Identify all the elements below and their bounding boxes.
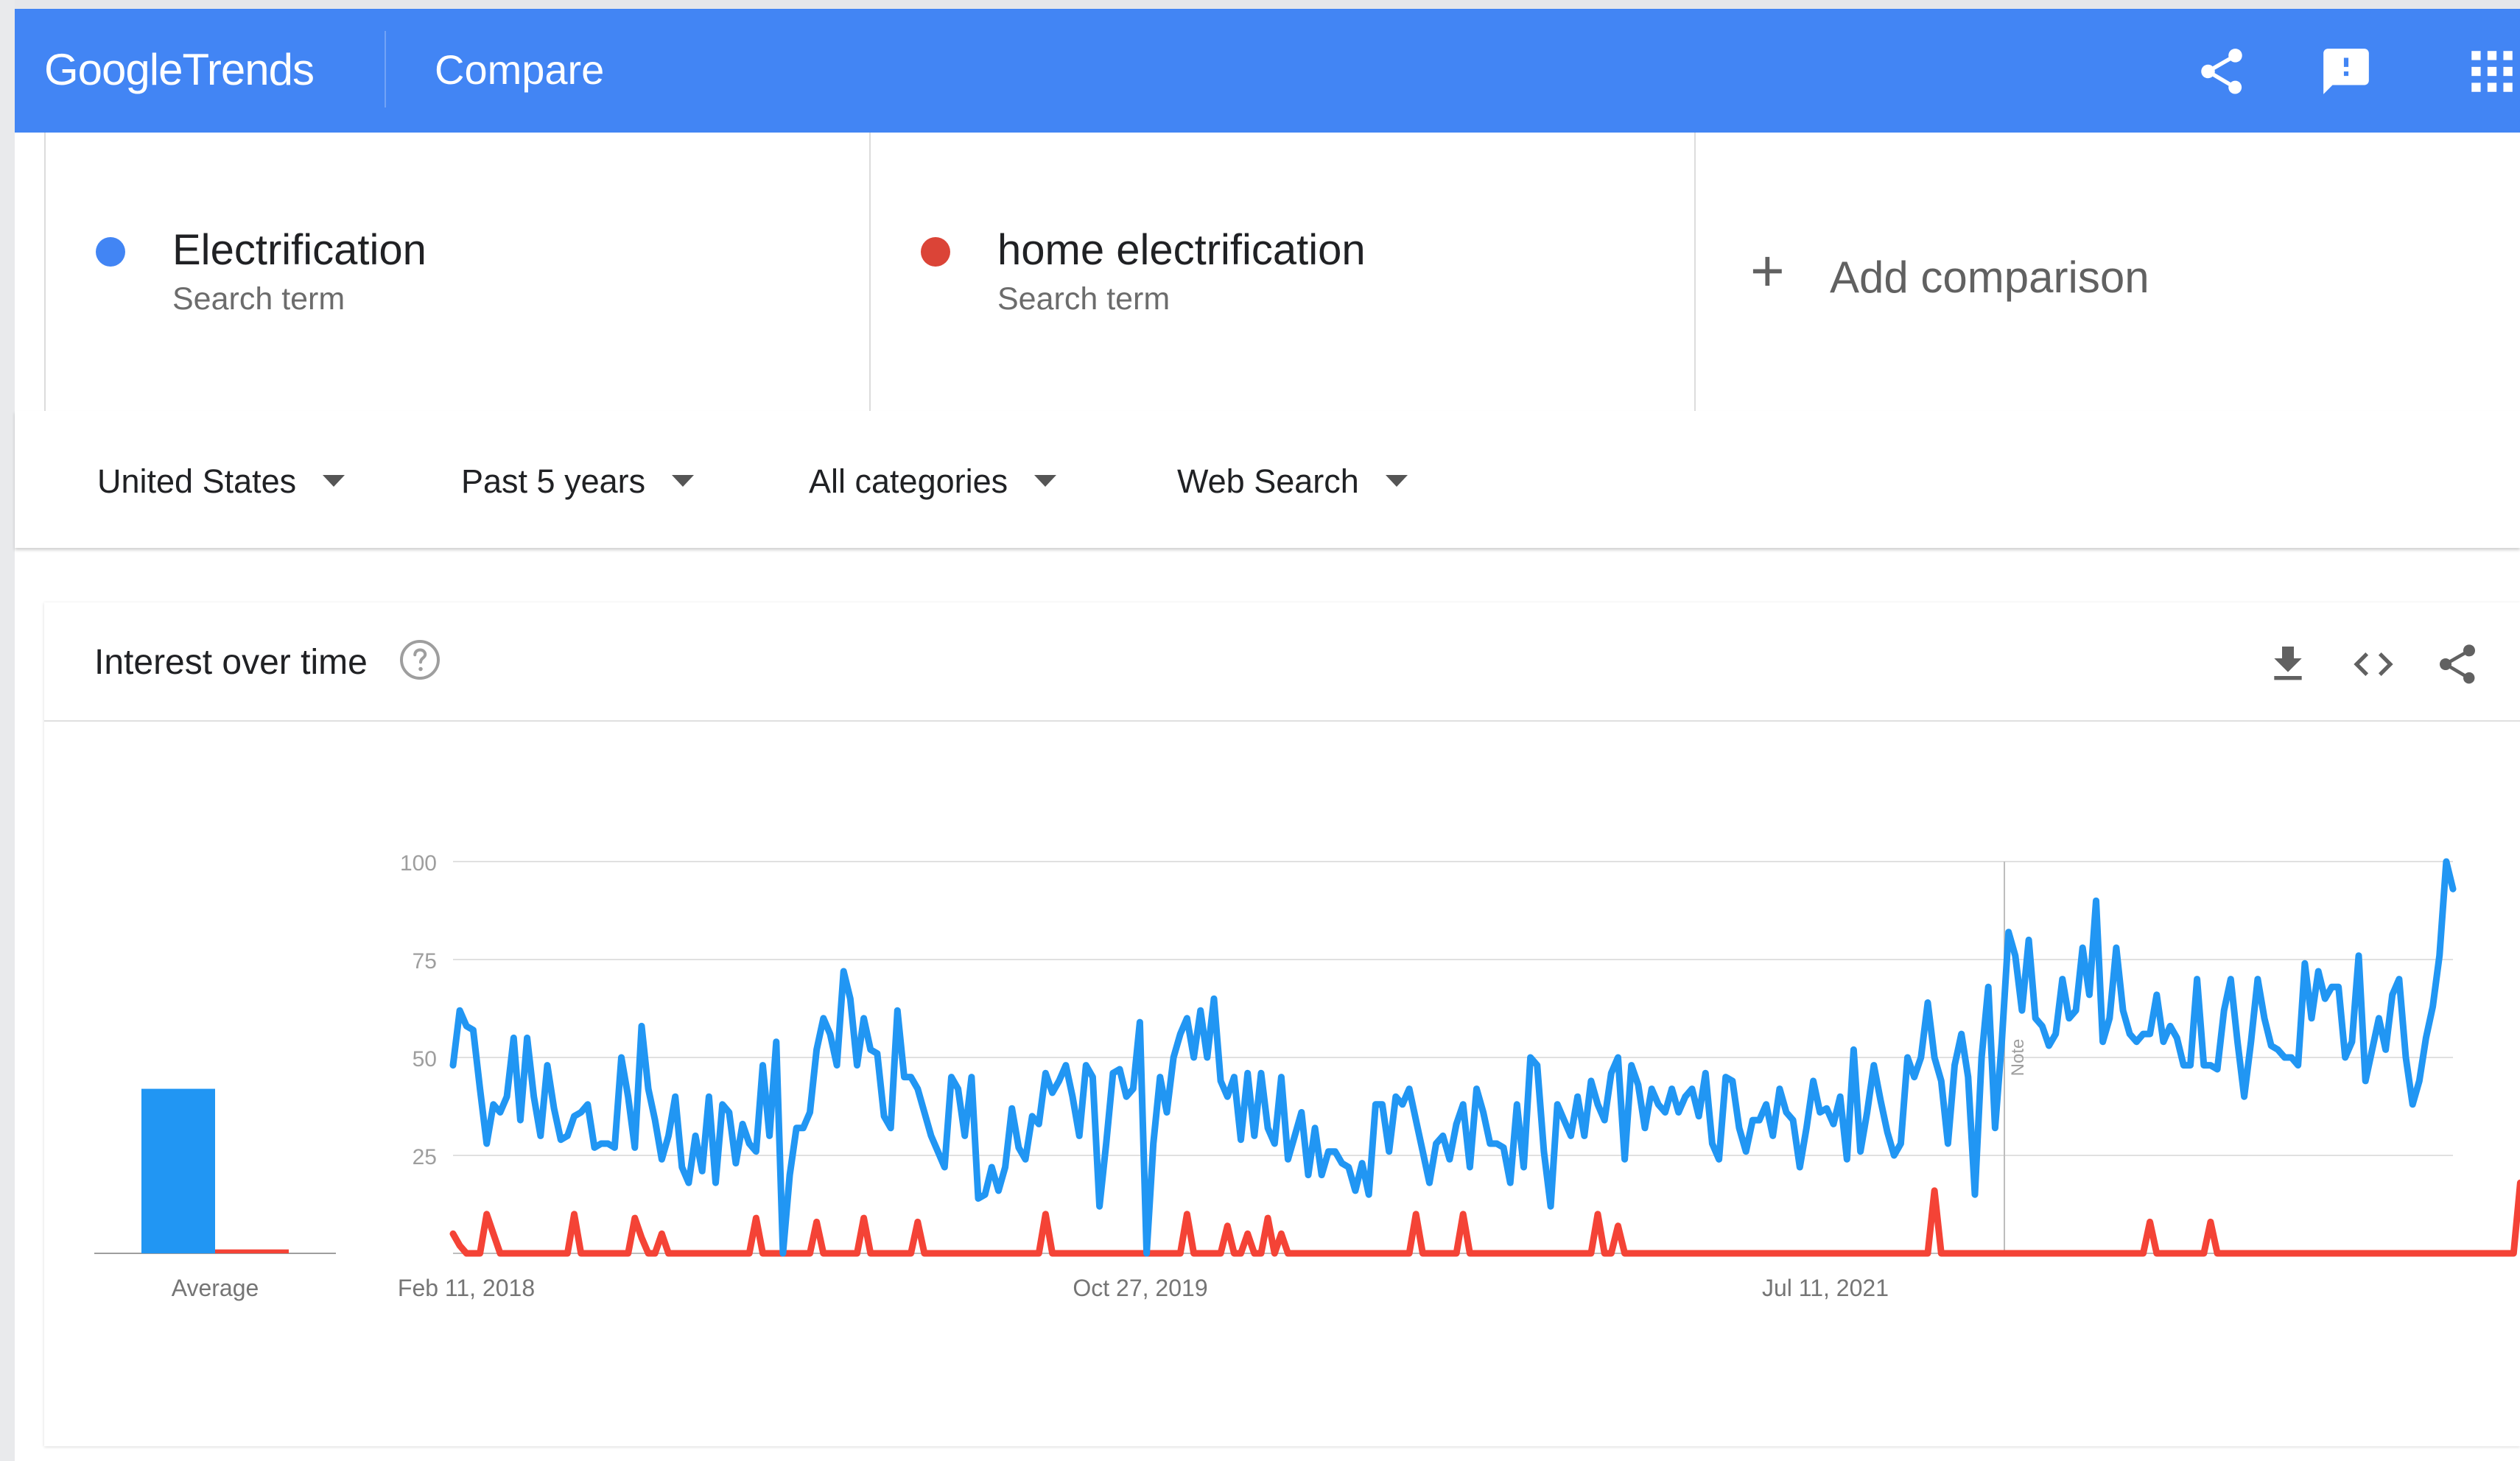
time-range-dropdown[interactable]: Past 5 years [461, 462, 695, 501]
window-top-edge [0, 0, 2520, 9]
category-dropdown[interactable]: All categories [809, 462, 1057, 501]
series-line-electrification [449, 858, 2457, 1257]
interest-over-time-card: Interest over time 100 75 50 25 Average Note F… [44, 602, 2520, 1446]
dropdown-arrow-icon [323, 475, 345, 487]
page-title: Compare [435, 46, 605, 93]
x-tick-label: Feb 11, 2018 [398, 1275, 535, 1301]
interest-chart[interactable]: 100 75 50 25 Average Note Feb 11, 2018 Oct 27, … [44, 722, 2520, 1446]
filter-bar: United States Past 5 years All categorie… [15, 411, 2520, 548]
window-left-edge [0, 0, 15, 1461]
feedback-icon[interactable] [2319, 44, 2373, 99]
apps-grid-icon[interactable] [2465, 44, 2519, 99]
term-color-dot [921, 237, 950, 267]
download-icon[interactable] [2264, 641, 2312, 688]
y-tick-label: 75 [413, 949, 437, 974]
embed-icon[interactable] [2350, 641, 2397, 688]
term-subtitle: Search term [997, 281, 1170, 317]
add-icon: + [1750, 238, 1785, 303]
card-divider [44, 720, 2520, 722]
logo-google: Google [44, 45, 183, 94]
term-name: home electrification [997, 226, 1366, 274]
time-range-label: Past 5 years [461, 462, 646, 500]
dropdown-arrow-icon [1385, 475, 1408, 487]
dropdown-arrow-icon [672, 475, 695, 487]
average-label: Average [172, 1275, 259, 1301]
search-type-dropdown[interactable]: Web Search [1177, 462, 1408, 501]
average-bar-electrification [141, 1088, 215, 1253]
share-icon[interactable] [2434, 641, 2481, 688]
y-tick-label: 100 [400, 851, 437, 876]
series-line-home-electrification [449, 1179, 2520, 1257]
term-card-electrification[interactable]: Electrification Search term [44, 133, 869, 411]
share-icon[interactable] [2194, 44, 2249, 99]
category-label: All categories [809, 462, 1008, 500]
y-tick-label: 25 [413, 1145, 437, 1169]
region-dropdown[interactable]: United States [97, 462, 345, 501]
average-bar-home-electrification [215, 1249, 289, 1253]
card-title: Interest over time [94, 643, 368, 682]
term-color-dot [96, 237, 125, 267]
search-terms-row: Electrification Search term home electri… [15, 133, 2520, 412]
term-name: Electrification [172, 226, 427, 274]
region-label: United States [97, 462, 297, 500]
term-card-home-electrification[interactable]: home electrification Search term [869, 133, 1694, 411]
help-icon[interactable] [398, 638, 442, 682]
app-header: GoogleTrends Compare [15, 9, 2520, 133]
search-type-label: Web Search [1177, 462, 1359, 500]
x-tick-label: Oct 27, 2019 [1073, 1275, 1207, 1301]
add-comparison-card[interactable]: + Add comparison [1694, 133, 2520, 411]
dropdown-arrow-icon [1034, 475, 1057, 487]
term-subtitle: Search term [172, 281, 345, 317]
logo-trends: Trends [182, 45, 315, 94]
google-trends-logo[interactable]: GoogleTrends [44, 44, 315, 95]
y-tick-label: 50 [413, 1047, 437, 1071]
x-tick-label: Jul 11, 2021 [1762, 1275, 1889, 1301]
note-label: Note [2008, 1039, 2028, 1077]
header-divider [385, 31, 386, 108]
add-comparison-label: Add comparison [1830, 253, 2149, 302]
